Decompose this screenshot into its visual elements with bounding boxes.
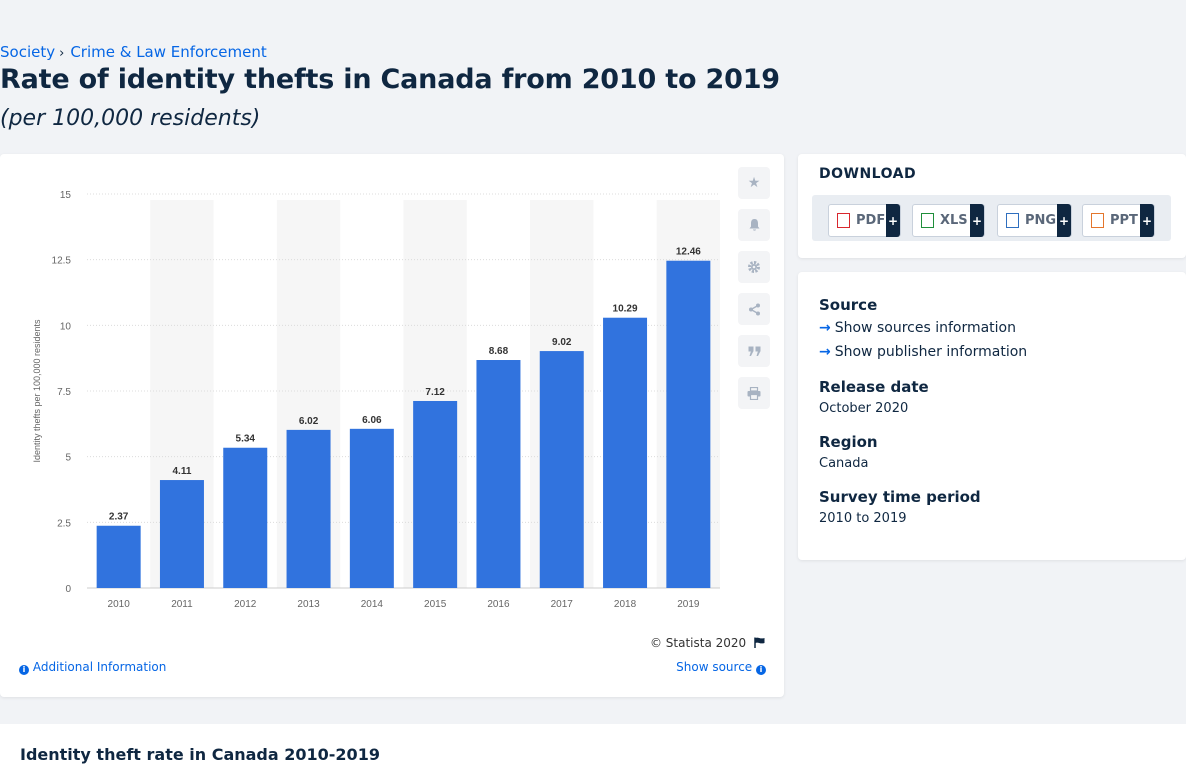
show-sources-label: Show sources information [835, 320, 1016, 336]
region-heading: Region [819, 433, 878, 451]
data-label: 7.12 [425, 387, 445, 398]
plus-icon[interactable]: + [970, 204, 984, 237]
additional-information-label: Additional Information [33, 660, 167, 674]
plus-icon[interactable]: + [886, 204, 900, 237]
gear-icon[interactable] [738, 251, 770, 283]
bar-2010 [97, 526, 141, 588]
x-tick-label: 2014 [361, 599, 384, 610]
region-value: Canada [819, 456, 868, 471]
x-tick-label: 2011 [171, 599, 193, 610]
download-ppt-button[interactable]: PPT + [1082, 204, 1155, 237]
download-pdf-label: PDF [856, 213, 885, 228]
copyright-text: © Statista 2020 [650, 636, 766, 650]
y-tick-label: 12.5 [52, 256, 72, 267]
info-icon: i [19, 665, 29, 675]
data-label: 8.68 [489, 346, 509, 357]
chart-card: 0 2.5 5 7.5 10 12.5 15 Identity thefts per 100,… [0, 154, 784, 697]
png-file-icon [1006, 213, 1019, 228]
show-sources-link[interactable]: → Show sources information [819, 320, 1016, 336]
chart-tools: ★ [738, 167, 772, 419]
bar-2018 [603, 318, 647, 588]
bar-2013 [287, 430, 331, 588]
data-label: 6.06 [362, 415, 382, 426]
download-title: DOWNLOAD [819, 166, 916, 182]
x-tick-label: 2013 [297, 599, 320, 610]
pdf-file-icon [837, 213, 850, 228]
bar-2019 [666, 261, 710, 588]
y-tick-label: 5 [65, 453, 71, 464]
download-png-label: PNG [1025, 213, 1056, 228]
survey-period-value: 2010 to 2019 [819, 511, 906, 526]
arrow-right-icon: → [819, 344, 831, 360]
bar-2014 [350, 429, 394, 588]
info-icon: i [756, 665, 766, 675]
arrow-right-icon: → [819, 320, 831, 336]
download-buttons: PDF + XLS + PNG + PPT + [812, 195, 1171, 241]
copyright-label: © Statista 2020 [650, 636, 746, 650]
page-subtitle: (per 100,000 residents) [0, 106, 260, 131]
x-tick-label: 2018 [614, 599, 637, 610]
bar-chart: 0 2.5 5 7.5 10 12.5 15 Identity thefts per 100,… [0, 154, 740, 624]
quote-icon[interactable] [738, 335, 770, 367]
star-icon[interactable]: ★ [738, 167, 770, 199]
description-card: Identity theft rate in Canada 2010-2019 [0, 724, 1186, 784]
data-label: 2.37 [109, 512, 129, 523]
download-xls-button[interactable]: XLS + [912, 204, 985, 237]
plus-icon[interactable]: + [1057, 204, 1071, 237]
y-tick-label: 2.5 [57, 518, 71, 529]
download-ppt-label: PPT [1110, 213, 1138, 228]
show-source-link[interactable]: Show source i [676, 660, 766, 675]
bar-2012 [223, 448, 267, 588]
breadcrumb-society[interactable]: Society [0, 43, 55, 61]
ppt-file-icon [1091, 213, 1104, 228]
top-bar [0, 0, 1186, 36]
x-tick-label: 2010 [108, 599, 131, 610]
description-title: Identity theft rate in Canada 2010-2019 [20, 745, 380, 764]
page-title: Rate of identity thefts in Canada from 2… [0, 64, 780, 95]
breadcrumb-crime-law[interactable]: Crime & Law Enforcement [70, 43, 266, 61]
download-xls-label: XLS [940, 213, 968, 228]
download-png-button[interactable]: PNG + [997, 204, 1072, 237]
breadcrumb: Society › Crime & Law Enforcement [0, 43, 267, 61]
x-tick-label: 2017 [551, 599, 574, 610]
x-tick-label: 2016 [487, 599, 510, 610]
data-label: 10.29 [613, 304, 638, 315]
plus-icon[interactable]: + [1140, 204, 1154, 237]
show-source-label: Show source [676, 660, 752, 674]
show-publisher-label: Show publisher information [835, 344, 1027, 360]
additional-information-link[interactable]: i Additional Information [19, 660, 166, 675]
bar-2016 [476, 360, 520, 588]
data-label: 4.11 [172, 466, 191, 477]
source-heading: Source [819, 296, 877, 314]
data-label: 12.46 [676, 247, 701, 258]
bar-2015 [413, 401, 457, 588]
download-card: DOWNLOAD PDF + XLS + PNG + PPT + [798, 154, 1186, 258]
xls-file-icon [921, 213, 934, 228]
bar-2017 [540, 351, 584, 588]
share-icon[interactable] [738, 293, 770, 325]
download-pdf-button[interactable]: PDF + [828, 204, 901, 237]
x-tick-label: 2019 [677, 599, 700, 610]
release-date-heading: Release date [819, 378, 929, 396]
survey-period-heading: Survey time period [819, 488, 981, 506]
flag-icon[interactable] [754, 637, 766, 648]
show-publisher-link[interactable]: → Show publisher information [819, 344, 1027, 360]
y-axis-label: Identity thefts per 100,000 residents [32, 319, 42, 463]
statistic-details-card: Source → Show sources information → Show p… [798, 272, 1186, 560]
bell-icon[interactable] [738, 209, 770, 241]
x-tick-label: 2012 [234, 599, 257, 610]
x-tick-label: 2015 [424, 599, 447, 610]
data-label: 9.02 [552, 337, 572, 348]
release-date-value: October 2020 [819, 401, 908, 416]
y-tick-label: 10 [60, 321, 72, 332]
y-tick-label: 7.5 [57, 387, 71, 398]
y-tick-label: 15 [60, 190, 72, 201]
data-label: 5.34 [236, 434, 256, 445]
data-label: 6.02 [299, 416, 319, 427]
breadcrumb-separator: › [59, 46, 64, 61]
bar-2011 [160, 480, 204, 588]
y-tick-label: 0 [65, 584, 71, 595]
print-icon[interactable] [738, 377, 770, 409]
